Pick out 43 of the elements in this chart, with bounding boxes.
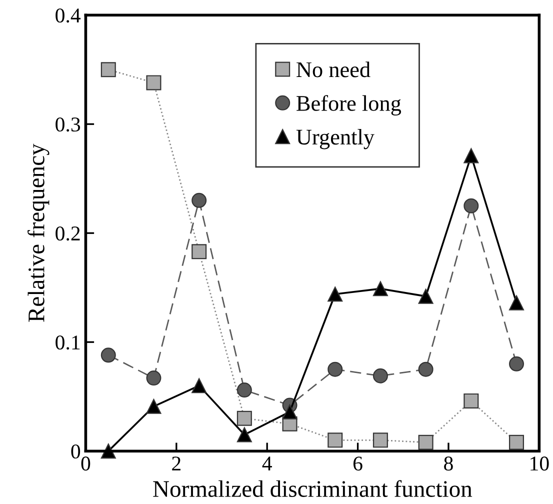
point	[464, 393, 479, 408]
point	[509, 434, 524, 450]
point	[192, 378, 207, 394]
point	[328, 286, 343, 302]
point	[328, 432, 343, 448]
point	[418, 434, 434, 450]
point	[146, 398, 162, 414]
point	[236, 410, 252, 426]
point	[464, 148, 479, 164]
point	[372, 432, 388, 448]
x-tick-label: 6	[353, 456, 362, 471]
y-tick-label: 0.2	[56, 226, 80, 241]
legend-label: Urgently	[296, 128, 374, 150]
point	[146, 75, 162, 90]
point	[236, 382, 252, 398]
point	[509, 356, 524, 372]
point	[146, 370, 162, 386]
point	[328, 362, 343, 377]
point	[372, 368, 388, 384]
point	[192, 244, 207, 260]
y-tick-label: 0.3	[56, 117, 80, 132]
legend-label: No need	[296, 62, 370, 78]
legend-label: Before long	[296, 95, 402, 116]
point	[464, 198, 479, 214]
y-axis-title: Relative frequency	[28, 144, 50, 322]
x-tick-label: 10	[530, 456, 549, 471]
point	[236, 427, 252, 442]
y-tick-label: 0.1	[56, 335, 80, 350]
point	[418, 288, 434, 304]
point	[372, 281, 388, 296]
x-tick-label: 0	[81, 456, 90, 471]
x-tick-label: 4	[262, 456, 272, 470]
point	[509, 295, 524, 310]
point	[100, 348, 116, 363]
x-tick-label: 8	[444, 456, 453, 471]
y-tick-label: 0	[71, 444, 80, 459]
x-tick-label: 2	[172, 456, 180, 470]
point	[282, 404, 298, 420]
y-tick-label: 0.4	[56, 8, 81, 23]
x-axis-title: Normalized discriminant function	[153, 480, 472, 498]
point	[418, 362, 434, 377]
point	[192, 192, 207, 208]
point	[100, 62, 116, 78]
